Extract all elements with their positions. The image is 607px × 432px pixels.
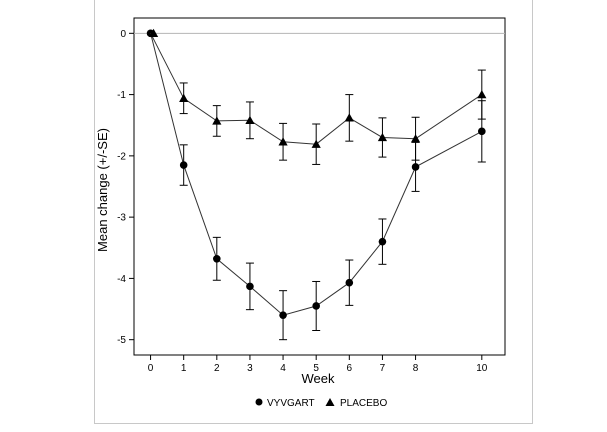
legend: VYVGART PLACEBO: [255, 398, 387, 409]
series-placebo: [148, 28, 487, 165]
x-tick-label: 1: [181, 363, 187, 374]
point-placebo: [377, 132, 388, 142]
point-placebo: [311, 139, 321, 148]
series-vyvgart: [146, 29, 486, 341]
plot-area: [133, 17, 506, 356]
legend-vyvgart-label: VYVGART: [267, 398, 315, 409]
point-placebo: [410, 134, 421, 143]
point-vyvgart: [312, 302, 320, 310]
point-vyvgart: [179, 161, 188, 169]
legend-placebo-label: PLACEBO: [340, 398, 387, 409]
point-placebo: [179, 93, 189, 102]
point-placebo: [212, 116, 222, 125]
y-tick-label: -2: [117, 151, 126, 162]
point-placebo: [245, 115, 255, 125]
legend-vyvgart-marker: [255, 398, 263, 406]
point-placebo: [278, 137, 288, 146]
x-tick-label: 3: [247, 363, 253, 374]
x-tick-label: 6: [347, 363, 353, 374]
point-vyvgart: [345, 278, 354, 287]
point-vyvgart: [279, 311, 287, 319]
point-vyvgart: [378, 237, 387, 246]
point-vyvgart: [478, 127, 486, 136]
y-tick-label: -3: [117, 213, 126, 224]
point-vyvgart: [213, 255, 221, 263]
y-axis-title: Mean change (+/-SE): [95, 128, 110, 252]
legend-placebo-marker: [325, 398, 335, 406]
point-placebo: [148, 28, 159, 37]
y-tick-label: -4: [117, 274, 126, 285]
series-line-placebo: [150, 33, 483, 145]
x-tick-label: 5: [313, 363, 319, 374]
x-axis-title: Week: [302, 371, 335, 386]
chart-frame: [94, 0, 533, 424]
point-placebo: [344, 113, 354, 122]
point-placebo: [477, 89, 487, 99]
y-tick-label: -5: [117, 335, 126, 346]
x-tick-label: 4: [280, 363, 286, 374]
x-tick-label: 7: [380, 363, 386, 374]
x-tick-label: 0: [148, 363, 154, 374]
point-vyvgart: [411, 163, 420, 171]
series-line-vyvgart: [150, 33, 483, 316]
x-tick-label: 10: [476, 363, 488, 374]
y-tick-label: 0: [120, 29, 126, 40]
x-tick-label: 8: [413, 363, 419, 374]
point-vyvgart: [246, 282, 254, 291]
y-tick-label: -1: [117, 90, 126, 101]
x-tick-label: 2: [214, 363, 220, 374]
